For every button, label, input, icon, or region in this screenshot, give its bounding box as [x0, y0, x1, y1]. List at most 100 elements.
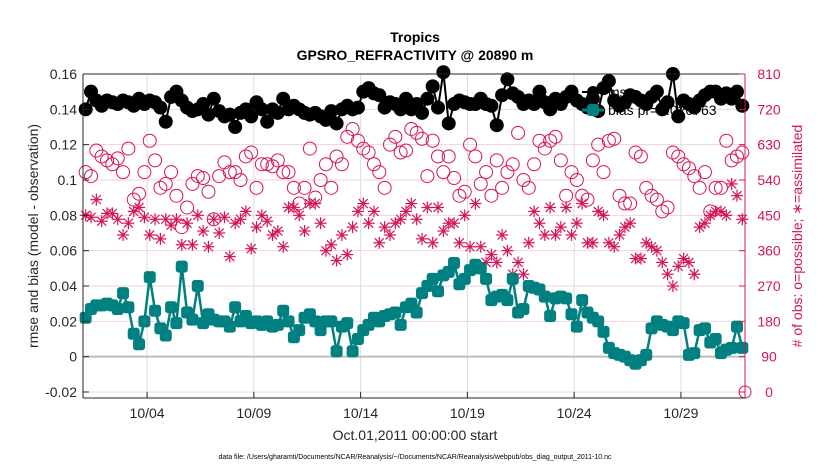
x-tick-label: 10/14 [343, 405, 378, 421]
bias-point [229, 301, 242, 314]
possible-point [228, 165, 243, 180]
possible-point [628, 145, 643, 160]
possible-point [681, 161, 696, 176]
bias-point [346, 345, 359, 358]
possible-point [559, 188, 574, 203]
assimilated-point [688, 268, 701, 281]
mse-point [270, 105, 285, 120]
possible-point [276, 165, 291, 180]
possible-point [724, 153, 739, 168]
possible-point [457, 184, 472, 199]
possible-point [382, 137, 397, 152]
possible-point [495, 180, 510, 195]
assimilated-point [122, 217, 135, 230]
assimilated-point [421, 201, 434, 214]
possible-point [532, 133, 547, 148]
assimilated-point [485, 248, 498, 261]
possible-point [318, 157, 333, 172]
assimilated-point [309, 197, 322, 210]
assimilated-point [672, 260, 685, 273]
mse-point [329, 116, 344, 131]
bias-point [432, 285, 445, 298]
assimilated-point [528, 205, 541, 218]
assimilated-point [293, 209, 306, 222]
bias-point [341, 317, 354, 330]
possible-point [377, 180, 392, 195]
bias-point [592, 315, 605, 328]
possible-point [591, 137, 606, 152]
bias-point [640, 348, 653, 361]
mse-point [254, 102, 269, 117]
assimilated-point [522, 236, 535, 249]
possible-point [78, 165, 93, 180]
bias-point [698, 322, 711, 335]
possible-point [265, 159, 280, 174]
possible-point [105, 157, 120, 172]
assimilated-point [453, 236, 466, 249]
possible-point [639, 180, 654, 195]
possible-point [607, 131, 622, 146]
assimilated-point [448, 217, 461, 230]
possible-point [110, 151, 125, 166]
bias-point [538, 290, 551, 303]
possible-point [345, 121, 360, 136]
assimilated-point [85, 211, 98, 224]
bias-point [565, 308, 578, 321]
possible-point [553, 153, 568, 168]
possible-point [671, 149, 686, 164]
possible-point [100, 153, 115, 168]
bias-point [143, 271, 156, 284]
possible-point [334, 157, 349, 172]
possible-point [425, 133, 440, 148]
possible-point [713, 180, 728, 195]
y-tick-label: 0.1 [58, 172, 78, 188]
assimilated-point [650, 244, 663, 257]
possible-point [569, 173, 584, 187]
possible-point [719, 133, 734, 148]
possible-point [158, 176, 173, 191]
possible-point [89, 143, 104, 158]
possible-point [409, 125, 424, 140]
mse-point [398, 91, 413, 106]
assimilated-point [645, 240, 658, 253]
x-tick-label: 10/19 [450, 405, 485, 421]
bias-point [517, 302, 530, 315]
possible-point [94, 149, 109, 164]
possible-point [116, 165, 131, 180]
possible-point [313, 173, 328, 187]
possible-point [548, 129, 563, 144]
possible-point [398, 143, 413, 158]
assimilated-point [287, 201, 300, 214]
assimilated-point [367, 205, 380, 218]
y2-tick-label: 720 [757, 101, 781, 117]
assimilated-point [335, 228, 348, 241]
assimilated-point [207, 213, 220, 226]
assimilated-point [197, 225, 210, 238]
possible-point [148, 153, 163, 168]
possible-point [185, 176, 200, 191]
mse-point [649, 84, 664, 99]
assimilated-point [383, 228, 396, 241]
bias-point [389, 306, 402, 319]
mse-point [206, 91, 221, 106]
x-tick-label: 10/29 [663, 405, 698, 421]
bias-point [570, 320, 583, 333]
assimilated-point [565, 228, 578, 241]
possible-point [297, 180, 312, 195]
bias-point [506, 272, 519, 285]
y2-axis-label: # of obs: o=possible; ∗=assimilated [789, 125, 805, 348]
assimilated-point [586, 236, 599, 249]
y-tick-label: 0.14 [50, 101, 77, 117]
possible-point [126, 192, 141, 207]
mse-point [196, 97, 211, 112]
y-tick-label: 0.08 [50, 207, 77, 223]
y2-tick-label: 630 [757, 137, 781, 153]
possible-point [633, 149, 648, 164]
assimilated-point [458, 209, 471, 222]
y-tick-label: 0.06 [50, 243, 77, 259]
possible-point [340, 129, 355, 144]
possible-point [212, 169, 227, 184]
assimilated-point [143, 228, 156, 241]
y2-tick-label: 360 [757, 243, 781, 259]
mse-point [324, 104, 339, 119]
